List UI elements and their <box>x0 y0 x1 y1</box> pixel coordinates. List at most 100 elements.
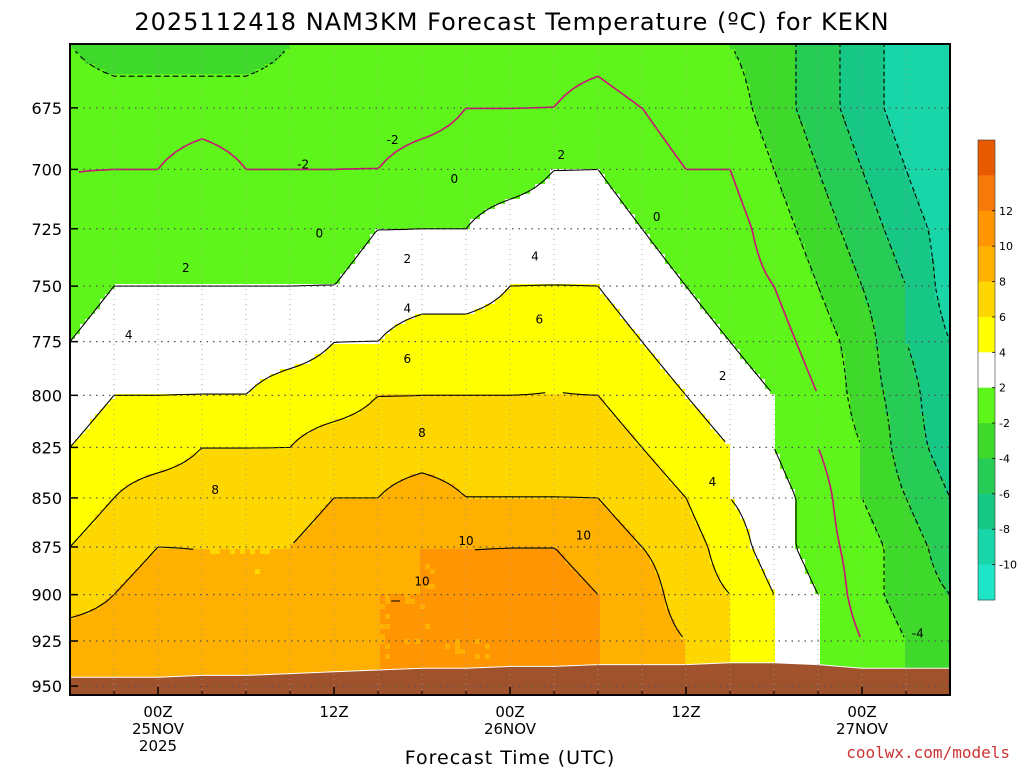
field-cell <box>620 59 626 65</box>
field-cell <box>235 69 241 75</box>
field-cell <box>185 114 191 120</box>
field-cell <box>360 124 366 130</box>
field-cell <box>895 99 901 105</box>
field-cell <box>930 64 936 70</box>
field-cell <box>720 179 726 185</box>
field-cell <box>540 174 546 180</box>
field-cell <box>425 49 431 55</box>
field-cell <box>235 159 241 165</box>
field-cell <box>240 159 246 165</box>
field-cell <box>190 134 196 140</box>
field-cell <box>125 124 131 130</box>
field-cell <box>585 174 591 180</box>
field-cell <box>145 74 151 80</box>
field-cell <box>220 114 226 120</box>
field-cell <box>440 139 446 145</box>
field-cell <box>525 84 531 90</box>
field-cell <box>820 99 826 105</box>
field-cell <box>200 89 206 95</box>
field-cell <box>620 69 626 75</box>
field-cell <box>290 114 296 120</box>
field-cell <box>870 149 876 155</box>
field-cell <box>640 99 646 105</box>
field-cell <box>500 114 506 120</box>
field-cell <box>285 164 291 170</box>
field-cell <box>800 94 806 100</box>
field-cell <box>210 79 216 85</box>
field-cell <box>345 179 351 185</box>
field-cell <box>215 119 221 125</box>
field-cell <box>440 144 446 150</box>
field-cell <box>870 134 876 140</box>
field-cell <box>380 54 386 60</box>
field-cell <box>340 44 346 50</box>
field-cell <box>885 124 891 130</box>
field-cell <box>805 174 811 180</box>
field-cell <box>455 124 461 130</box>
field-cell <box>755 79 761 85</box>
field-cell <box>255 74 261 80</box>
field-cell <box>660 174 666 180</box>
field-cell <box>165 139 171 145</box>
field-cell <box>680 84 686 90</box>
field-cell <box>90 179 96 185</box>
field-cell <box>455 144 461 150</box>
field-cell <box>830 64 836 70</box>
field-cell <box>235 129 241 135</box>
field-cell <box>210 169 216 175</box>
field-cell <box>575 94 581 100</box>
field-cell <box>635 154 641 160</box>
field-cell <box>770 139 776 145</box>
field-cell <box>195 119 201 125</box>
field-cell <box>735 179 741 185</box>
field-cell <box>880 69 886 75</box>
field-cell <box>570 89 576 95</box>
field-cell <box>395 69 401 75</box>
field-cell <box>320 69 326 75</box>
field-cell <box>905 119 911 125</box>
field-cell <box>260 179 266 185</box>
field-cell <box>855 169 861 175</box>
field-cell <box>760 64 766 70</box>
field-cell <box>310 134 316 140</box>
field-cell <box>795 74 801 80</box>
field-cell <box>805 159 811 165</box>
field-cell <box>885 84 891 90</box>
field-cell <box>900 59 906 65</box>
field-cell <box>380 59 386 65</box>
field-cell <box>200 74 206 80</box>
field-cell <box>835 59 841 65</box>
field-cell <box>790 79 796 85</box>
field-cell <box>725 139 731 145</box>
field-cell <box>395 94 401 100</box>
field-cell <box>570 94 576 100</box>
field-cell <box>95 119 101 125</box>
field-cell <box>780 79 786 85</box>
field-cell <box>270 159 276 165</box>
field-cell <box>485 134 491 140</box>
field-cell <box>135 144 141 150</box>
field-cell <box>185 84 191 90</box>
field-cell <box>945 144 950 150</box>
field-cell <box>320 89 326 95</box>
field-cell <box>900 139 906 145</box>
field-cell <box>605 139 611 145</box>
field-cell <box>905 169 911 175</box>
field-cell <box>265 124 271 130</box>
field-cell <box>515 134 521 140</box>
field-cell <box>895 119 901 125</box>
field-cell <box>855 174 861 180</box>
field-cell <box>850 64 856 70</box>
field-cell <box>890 149 896 155</box>
field-cell <box>775 54 781 60</box>
field-cell <box>605 129 611 135</box>
field-cell <box>415 54 421 60</box>
field-cell <box>805 129 811 135</box>
field-cell <box>840 149 846 155</box>
field-cell <box>655 154 661 160</box>
field-cell <box>740 74 746 80</box>
field-cell <box>355 109 361 115</box>
field-cell <box>585 64 591 70</box>
field-cell <box>200 159 206 165</box>
field-cell <box>235 89 241 95</box>
